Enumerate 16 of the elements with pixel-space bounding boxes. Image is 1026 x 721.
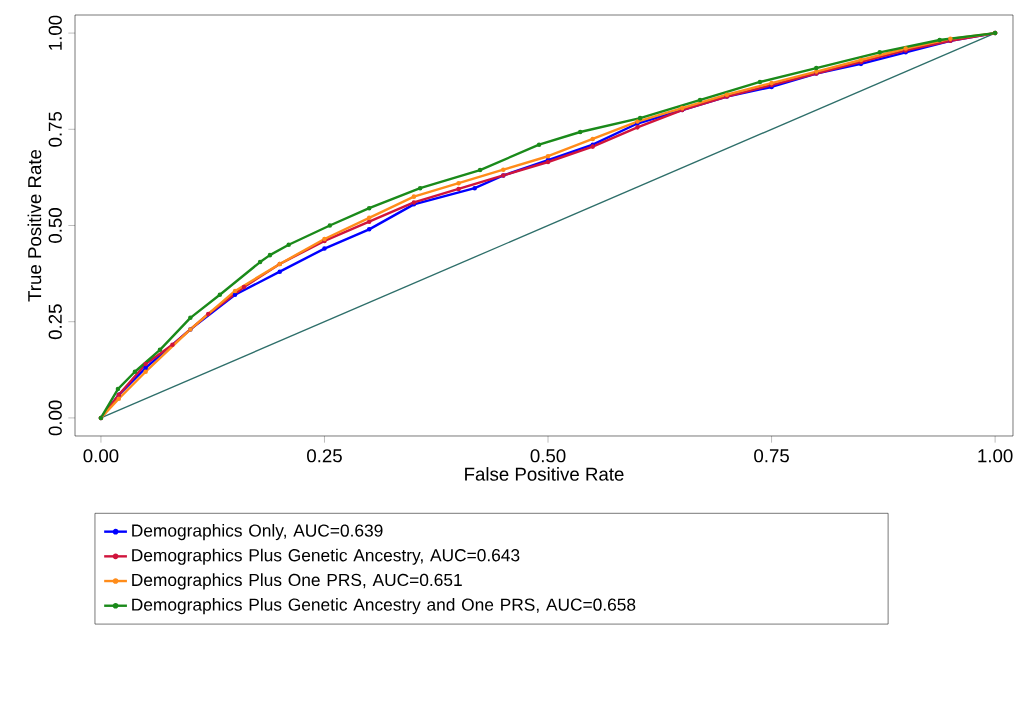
x-tick-label: 0.00 bbox=[83, 449, 119, 463]
x-tick-label: 0.75 bbox=[754, 449, 789, 463]
y-axis-title: True Positive Rate bbox=[27, 149, 42, 302]
x-tick-label: 1.00 bbox=[978, 449, 1013, 463]
x-axis-title: False Positive Rate bbox=[465, 467, 624, 481]
y-tick-label: 0.25 bbox=[48, 304, 62, 340]
legend-label: Demographics Plus One PRS, AUC=0.651 bbox=[132, 573, 462, 590]
y-tick-label: 0.75 bbox=[48, 111, 62, 147]
y-tick-label: 1.00 bbox=[48, 15, 62, 50]
x-tick-label: 0.50 bbox=[530, 449, 566, 463]
y-tick-label: 0.50 bbox=[48, 208, 62, 243]
legend-label: Demographics Plus Genetic Ancestry and One PRS, AUC=0.658 bbox=[132, 598, 636, 615]
x-tick-label: 0.25 bbox=[307, 449, 342, 463]
legend-label: Demographics Plus Genetic Ancestry, AUC=0.643 bbox=[132, 548, 520, 565]
y-tick-label: 0.00 bbox=[48, 400, 62, 436]
legend-label: Demographics Only, AUC=0.639 bbox=[132, 523, 383, 541]
